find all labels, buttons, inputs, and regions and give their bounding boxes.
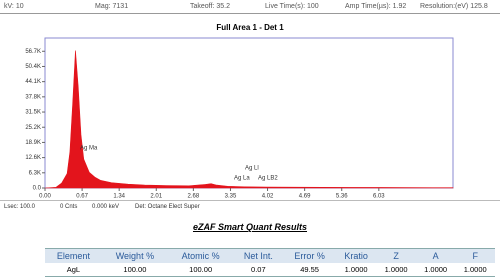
field-label: kV: <box>4 3 14 10</box>
table-row: AgL 100.00 100.00 0.07 49.55 1.0000 1.0000 1.00… <box>45 263 495 277</box>
spectrum-area <box>44 50 454 189</box>
y-tick-label: 31.5K <box>25 110 41 116</box>
x-tick-label: 4.69 <box>299 194 311 200</box>
header-field: Resolution:(eV) 125.8 <box>420 3 488 10</box>
chart-title: Full Area 1 - Det 1 <box>216 23 284 32</box>
status-item: Lsec: 100.0 <box>4 204 36 210</box>
status-item: 0.000 keV <box>92 204 120 210</box>
field-value: 1.92 <box>392 3 407 10</box>
table-body: AgL 100.00 100.00 0.07 49.55 1.0000 1.0000 1.00… <box>45 263 495 277</box>
field-value: 100 <box>307 3 319 10</box>
column-header: Z <box>376 248 416 263</box>
table-cell: 100.00 <box>167 263 234 277</box>
plot-frame <box>44 37 454 189</box>
x-tick-label: 2.01 <box>150 194 162 200</box>
table-cell: AgL <box>45 263 102 277</box>
header-field: Takeoff: 35.2 <box>190 3 230 10</box>
x-tick-label: 6.03 <box>373 194 385 200</box>
field-label: Resolution:(eV) <box>420 3 469 10</box>
results-table: Element Weight % Atomic % Net Int. Error % Kr… <box>45 248 495 277</box>
y-tick-label: 12.6K <box>25 155 41 161</box>
x-tick-label: 3.35 <box>225 194 237 200</box>
header-row: Element Weight % Atomic % Net Int. Error % Kr… <box>45 248 495 263</box>
y-tick-label: 50.4K <box>25 64 41 70</box>
table-cell: 1.0000 <box>335 263 377 277</box>
column-header: A <box>415 248 456 263</box>
header-field: Mag: 7131 <box>95 3 128 10</box>
header-field: kV: 10 <box>4 3 24 10</box>
column-header: Atomic % <box>167 248 234 263</box>
column-header: Net Int. <box>233 248 284 263</box>
peak-label: Ag Ll <box>245 166 259 172</box>
table-cell: 1.0000 <box>376 263 416 277</box>
field-label: Takeoff: <box>190 3 215 10</box>
x-tick-label: 5.36 <box>336 194 348 200</box>
field-value: 125.8 <box>470 3 488 10</box>
x-tick-label: 0.00 <box>39 194 51 200</box>
table-cell: 49.55 <box>283 263 336 277</box>
status-item: Det: Octane Elect Super <box>135 204 200 210</box>
y-tick-label: 25.2K <box>25 125 41 131</box>
peak-label: Ag La <box>234 176 250 182</box>
spectrum-chart: Full Area 1 - Det 1 0.0 6.3K 12.6K 18.9K 25.… <box>25 23 454 200</box>
field-label: Amp Time(µs): <box>345 3 391 10</box>
y-tick-label: 44.1K <box>25 79 41 85</box>
x-tick-label: 4.02 <box>262 194 274 200</box>
header-field: Live Time(s): 100 <box>265 3 319 10</box>
x-tick-label: 1.34 <box>113 194 125 200</box>
y-tick-label: 0.0 <box>33 186 42 192</box>
field-value: 35.2 <box>216 3 230 10</box>
peak-label: Ag LB2 <box>258 176 278 182</box>
header-bar: kV: 10 Mag: 7131 Takeoff: 35.2 Live Time(s)… <box>0 0 500 14</box>
table-cell: 0.07 <box>233 263 284 277</box>
table-cell: 1.0000 <box>415 263 456 277</box>
results-title: eZAF Smart Quant Results <box>192 222 308 232</box>
table-cell: 1.0000 <box>455 263 495 277</box>
status-item: 0 Cnts <box>60 204 78 210</box>
field-value: 7131 <box>112 3 129 10</box>
column-header: Error % <box>283 248 336 263</box>
status-bar: Lsec: 100.0 0 Cnts 0.000 keV Det: Octane El… <box>0 200 500 211</box>
table-cell: 100.00 <box>101 263 168 277</box>
column-header: Element <box>45 248 102 263</box>
y-tick-label: 56.7K <box>25 49 41 55</box>
x-tick-label: 2.68 <box>188 194 200 200</box>
x-tick-label: 0.67 <box>76 194 88 200</box>
peak-label: Ag Ma <box>80 146 98 152</box>
y-tick-label: 6.3K <box>29 170 41 176</box>
field-value: 10 <box>15 3 24 10</box>
column-header: F <box>455 248 495 263</box>
y-tick-label: 18.9K <box>25 140 41 146</box>
field-label: Mag: <box>95 3 111 10</box>
field-label: Live Time(s): <box>265 3 306 10</box>
header-field: Amp Time(µs): 1.92 <box>345 3 406 10</box>
column-header: Weight % <box>101 248 168 263</box>
y-tick-label: 37.8K <box>25 94 41 100</box>
column-header: Kratio <box>335 248 377 263</box>
